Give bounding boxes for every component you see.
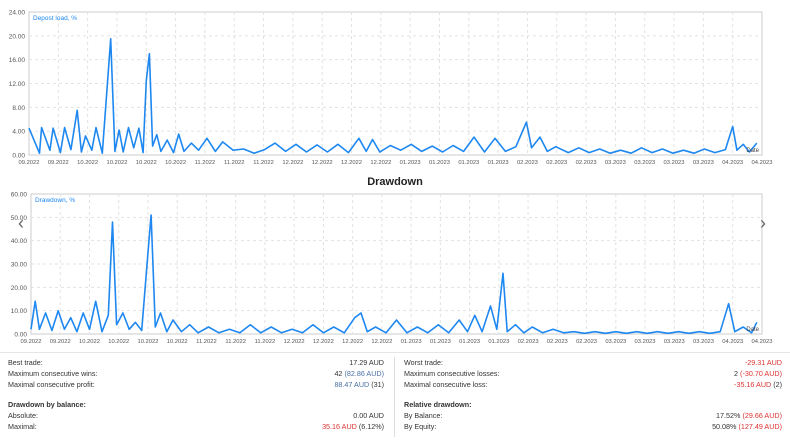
x-tick-label: 11.2022 — [195, 160, 216, 166]
x-tick-label: 09.2022 — [50, 339, 71, 345]
stat-max-consecutive-wins: Maximum consecutive wins: 42 (82.86 AUD) — [8, 369, 384, 378]
x-tick-label: 11.2022 — [253, 160, 274, 166]
y-tick-label: 0.00 — [12, 153, 25, 160]
x-tick-label: 12.2022 — [282, 160, 303, 166]
drawdown-balance-heading: Drawdown by balance: — [8, 400, 86, 409]
x-tick-label: 12.2022 — [342, 339, 363, 345]
y-tick-label: 4.00 — [12, 129, 25, 136]
series-label: Depost load, % — [33, 15, 77, 22]
x-tick-label: 01.2023 — [429, 160, 450, 166]
x-tick-label: 03.2023 — [693, 339, 714, 345]
x-tick-label: 12.2022 — [370, 160, 391, 166]
x-tick-label: 01.2023 — [459, 339, 480, 345]
y-tick-label: 40.00 — [11, 238, 28, 245]
drawdown-title: Drawdown — [367, 176, 423, 188]
x-tick-label: 10.2022 — [136, 160, 157, 166]
x-tick-label: 12.2022 — [312, 160, 333, 166]
drawdown-chart: 0.00 10.00 20.00 30.00 40.00 50.00 60.00 09.202… — [11, 192, 773, 346]
stats-left-panel: Best trade: 17.29 AUD Maximum consecutive… — [8, 357, 384, 432]
x-tick-label: 01.2023 — [458, 160, 479, 166]
chevron-right-icon[interactable]: › — [760, 213, 766, 233]
x-tick-label: 03.2023 — [634, 160, 655, 166]
x-tick-label: 02.2023 — [547, 339, 568, 345]
x-tick-label: 04.2023 — [722, 339, 743, 345]
x-tick-label: 03.2023 — [664, 339, 685, 345]
x-axis-label: Date — [746, 327, 759, 333]
x-tick-label: 12.2022 — [341, 160, 362, 166]
stat-absolute: Absolute: 0.00 AUD — [8, 411, 384, 420]
x-tick-label: 12.2022 — [313, 339, 334, 345]
x-axis-label: Date — [746, 148, 759, 154]
x-tick-label: 04.2023 — [722, 160, 743, 166]
stat-maximal: Maximal: 35.16 AUD (6.12%) — [8, 422, 384, 431]
y-tick-label: 30.00 — [11, 262, 28, 269]
stat-worst-trade: Worst trade: -29.31 AUD — [404, 358, 782, 367]
x-tick-label: 10.2022 — [165, 160, 186, 166]
x-tick-label: 03.2023 — [693, 160, 714, 166]
x-tick-label: 10.2022 — [167, 339, 188, 345]
y-tick-label: 10.00 — [11, 308, 28, 315]
x-tick-label: 02.2023 — [517, 160, 538, 166]
stats-separator — [0, 352, 790, 353]
x-tick-label: 12.2022 — [371, 339, 392, 345]
x-tick-label: 04.2023 — [752, 160, 773, 166]
y-tick-label: 0.00 — [14, 332, 27, 339]
x-tick-label: 03.2023 — [605, 339, 626, 345]
stat-max-consecutive-profit: Maximal consecutive profit: 88.47 AUD (31… — [8, 380, 384, 389]
series-line — [28, 37, 758, 154]
x-tick-label: 03.2023 — [605, 160, 626, 166]
x-tick-label: 02.2023 — [576, 160, 597, 166]
y-tick-label: 50.00 — [11, 215, 28, 222]
y-tick-label: 12.00 — [9, 81, 26, 88]
y-tick-label: 60.00 — [11, 192, 28, 199]
x-tick-label: 10.2022 — [108, 339, 129, 345]
x-tick-label: 02.2023 — [518, 339, 539, 345]
stat-max-consecutive-loss: Maximal consecutive loss: -35.16 AUD (2) — [404, 380, 782, 389]
x-tick-label: 01.2023 — [488, 339, 509, 345]
stats-right-panel: Worst trade: -29.31 AUD Maximum consecuti… — [404, 357, 782, 432]
series-label: Drawdown, % — [35, 197, 75, 204]
x-tick-label: 11.2022 — [255, 339, 276, 345]
x-tick-label: 01.2023 — [401, 339, 422, 345]
x-tick-label: 03.2023 — [635, 339, 656, 345]
x-tick-label: 11.2022 — [225, 339, 246, 345]
x-tick-label: 02.2023 — [576, 339, 597, 345]
x-tick-label: 04.2023 — [752, 339, 773, 345]
deposit-load-chart: 0.00 4.00 8.00 12.00 16.00 20.00 24.00 09.2022 0… — [9, 10, 773, 167]
x-tick-label: 01.2023 — [488, 160, 509, 166]
x-tick-label: 01.2023 — [400, 160, 421, 166]
stat-max-consecutive-losses: Maximum consecutive losses: 2 (-30.70 AUD… — [404, 369, 782, 378]
stat-by-equity: By Equity: 50.08% (127.49 AUD) — [404, 422, 782, 431]
x-tick-label: 10.2022 — [79, 339, 100, 345]
x-tick-label: 09.2022 — [21, 339, 42, 345]
stats-divider — [394, 357, 395, 437]
stat-best-trade: Best trade: 17.29 AUD — [8, 358, 384, 367]
y-tick-label: 16.00 — [9, 57, 26, 64]
x-tick-label: 10.2022 — [77, 160, 98, 166]
series-line — [30, 214, 758, 335]
stat-by-balance: By Balance: 17.52% (29.66 AUD) — [404, 411, 782, 420]
y-tick-label: 20.00 — [11, 285, 28, 292]
x-tick-label: 09.2022 — [19, 160, 40, 166]
x-tick-label: 03.2023 — [664, 160, 685, 166]
x-tick-label: 02.2023 — [546, 160, 567, 166]
x-tick-label: 01.2023 — [430, 339, 451, 345]
chevron-left-icon[interactable]: ‹ — [18, 213, 24, 233]
x-tick-label: 11.2022 — [196, 339, 217, 345]
x-tick-label: 09.2022 — [48, 160, 69, 166]
x-tick-label: 10.2022 — [106, 160, 127, 166]
x-tick-label: 10.2022 — [137, 339, 158, 345]
y-tick-label: 8.00 — [12, 105, 25, 112]
y-tick-label: 20.00 — [9, 33, 26, 40]
x-tick-label: 11.2022 — [224, 160, 245, 166]
y-tick-label: 24.00 — [9, 10, 26, 17]
x-tick-label: 12.2022 — [284, 339, 305, 345]
relative-drawdown-heading: Relative drawdown: — [404, 400, 472, 409]
